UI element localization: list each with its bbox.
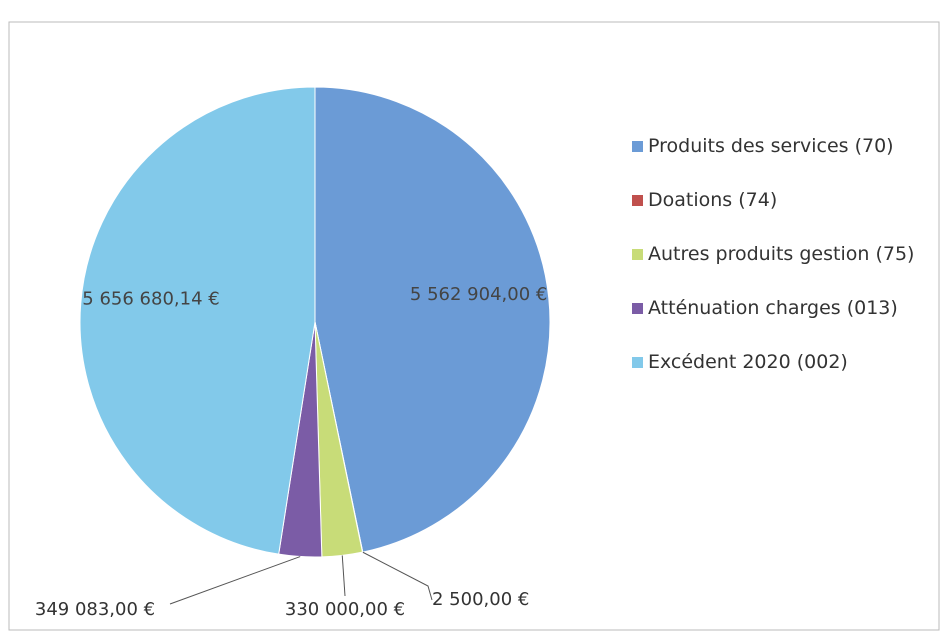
legend-item: Atténuation charges (013) (632, 292, 922, 325)
legend-swatch (632, 249, 643, 260)
legend-label: Atténuation charges (013) (648, 297, 898, 319)
data-label: 5 656 680,14 € (82, 288, 219, 309)
legend-swatch (632, 357, 643, 368)
legend-item: Autres produits gestion (75) (632, 238, 922, 271)
legend: Produits des services (70) Doations (74) A… (632, 130, 922, 400)
data-label: 330 000,00 € (285, 599, 405, 620)
legend-swatch (632, 303, 643, 314)
leader-line (362, 551, 433, 601)
legend-label: Doations (74) (648, 189, 778, 211)
leader-line (341, 555, 346, 597)
legend-label: Autres produits gestion (75) (648, 243, 915, 265)
data-label: 2 500,00 € (432, 589, 529, 610)
legend-item: Excédent 2020 (002) (632, 346, 922, 379)
legend-item: Produits des services (70) (632, 130, 922, 163)
legend-swatch (632, 141, 643, 152)
leader-line (169, 556, 301, 605)
frame (8, 21, 940, 631)
data-label: 5 562 904,00 € (410, 284, 547, 305)
legend-swatch (632, 195, 643, 206)
legend-label: Produits des services (70) (648, 135, 894, 157)
legend-label: Excédent 2020 (002) (648, 351, 848, 373)
legend-item: Doations (74) (632, 184, 922, 217)
data-label: 349 083,00 € (35, 599, 155, 620)
pie-slice (79, 86, 316, 555)
pie-slice (314, 86, 551, 553)
